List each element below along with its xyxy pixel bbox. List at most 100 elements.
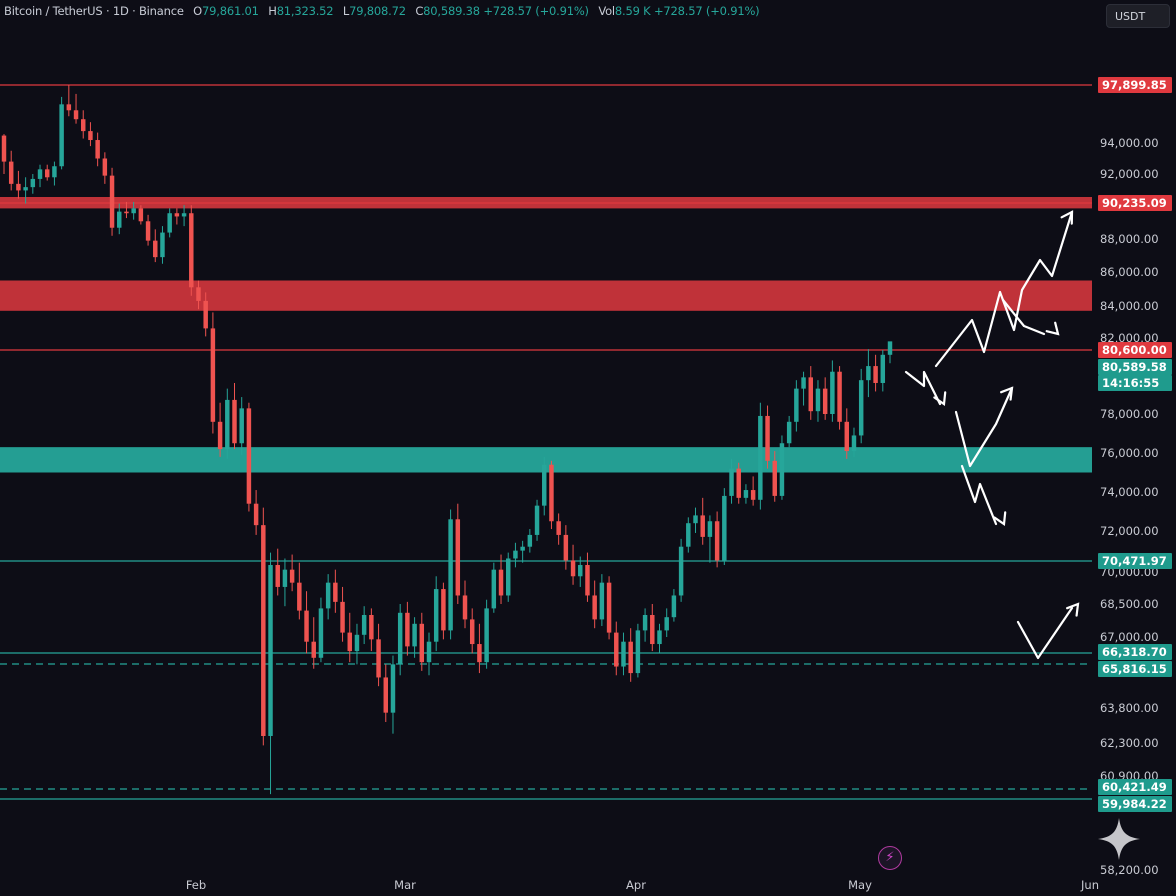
candle (347, 612, 352, 663)
candle (203, 292, 208, 337)
candle (340, 586, 345, 642)
candle (664, 608, 669, 637)
scenario-arrow (934, 210, 1074, 368)
y-tick-label: 74,000.00 (1100, 485, 1159, 499)
y-tick-label: 58,200.00 (1100, 863, 1159, 877)
candle (542, 456, 547, 516)
candle (419, 612, 425, 671)
candle (498, 554, 504, 604)
resistance-zone (0, 280, 1092, 311)
candle (88, 122, 93, 147)
candle (614, 621, 619, 676)
y-tick-label: 67,000.00 (1100, 630, 1159, 644)
candle (549, 460, 554, 530)
resistance-price-tag (1098, 342, 1172, 358)
candle (491, 562, 497, 613)
candle (657, 623, 662, 654)
candle (333, 569, 338, 613)
candle (779, 435, 785, 500)
candle (1, 134, 7, 174)
candle (642, 608, 648, 642)
arrow-head (933, 391, 947, 406)
candle (880, 350, 886, 392)
support-price-label: 66,318.70 (1102, 645, 1167, 659)
y-tick-label: 63,800.00 (1100, 701, 1159, 715)
support-price-label: 65,816.15 (1102, 662, 1167, 676)
candle (81, 110, 86, 139)
close-label: C (415, 4, 424, 18)
candle (534, 499, 540, 541)
candle (181, 205, 187, 227)
candle (707, 515, 713, 563)
candle (750, 476, 756, 506)
candle (261, 507, 266, 746)
candle (822, 377, 828, 420)
candle (246, 402, 252, 512)
candle (578, 556, 583, 587)
candle (369, 608, 374, 652)
candle (455, 503, 461, 604)
candle (873, 354, 878, 392)
candle (138, 205, 144, 225)
y-tick-label: 92,000.00 (1100, 167, 1159, 181)
symbol-title: Bitcoin / TetherUS · 1D · Binance (4, 4, 184, 18)
candle (253, 490, 259, 535)
candle (174, 208, 180, 225)
candle (311, 617, 316, 669)
candle (606, 576, 612, 640)
candle (801, 371, 806, 406)
candle (30, 174, 36, 194)
candle (650, 604, 655, 652)
y-tick-label: 68,500.00 (1100, 597, 1159, 611)
candle (837, 366, 842, 430)
countdown-price-tag (1098, 375, 1172, 391)
candle (196, 280, 201, 310)
lightning-icon[interactable]: ⚡ (878, 846, 902, 870)
candle (628, 628, 633, 682)
currency-button[interactable]: USDT (1106, 4, 1170, 28)
x-tick-label: Jun (1080, 878, 1099, 892)
candle (325, 574, 331, 620)
support-price-label: 60,421.49 (1102, 780, 1167, 794)
candle (441, 582, 446, 640)
candle (808, 366, 813, 420)
candle (225, 388, 230, 459)
scenario-arrow (1016, 606, 1074, 660)
candle (563, 525, 569, 570)
candle (167, 208, 172, 238)
sparkle-icon (1098, 818, 1140, 860)
candle (866, 349, 871, 398)
candle (736, 462, 741, 504)
candle (109, 167, 115, 236)
arrow-head (993, 511, 1007, 526)
arrow-head (1000, 386, 1014, 401)
scenario-arrow (904, 370, 942, 406)
candle (621, 632, 626, 676)
support-price-tag (1098, 553, 1172, 569)
x-tick-label: Apr (626, 878, 646, 892)
candle (95, 132, 100, 167)
low-value: 79,808.72 (349, 4, 406, 18)
x-tick-label: May (848, 878, 872, 892)
candle (527, 529, 533, 553)
candle (844, 408, 850, 459)
candle (426, 632, 432, 676)
candle (448, 509, 453, 640)
candle (477, 623, 482, 674)
candle (390, 655, 396, 734)
candle (758, 402, 763, 510)
support-price-tag (1098, 644, 1172, 660)
support-price-tag (1098, 779, 1172, 795)
candle (145, 214, 151, 246)
candle (124, 201, 129, 219)
y-tick-label: 62,300.00 (1100, 736, 1159, 750)
candle (729, 458, 734, 504)
candle (765, 405, 770, 469)
candle (405, 601, 410, 656)
candle (556, 513, 561, 545)
close-value: 80,589.38 (423, 4, 480, 18)
resistance-price-label: 90,235.09 (1102, 196, 1167, 210)
scenario-arrow (954, 386, 1014, 468)
candle (397, 604, 403, 676)
